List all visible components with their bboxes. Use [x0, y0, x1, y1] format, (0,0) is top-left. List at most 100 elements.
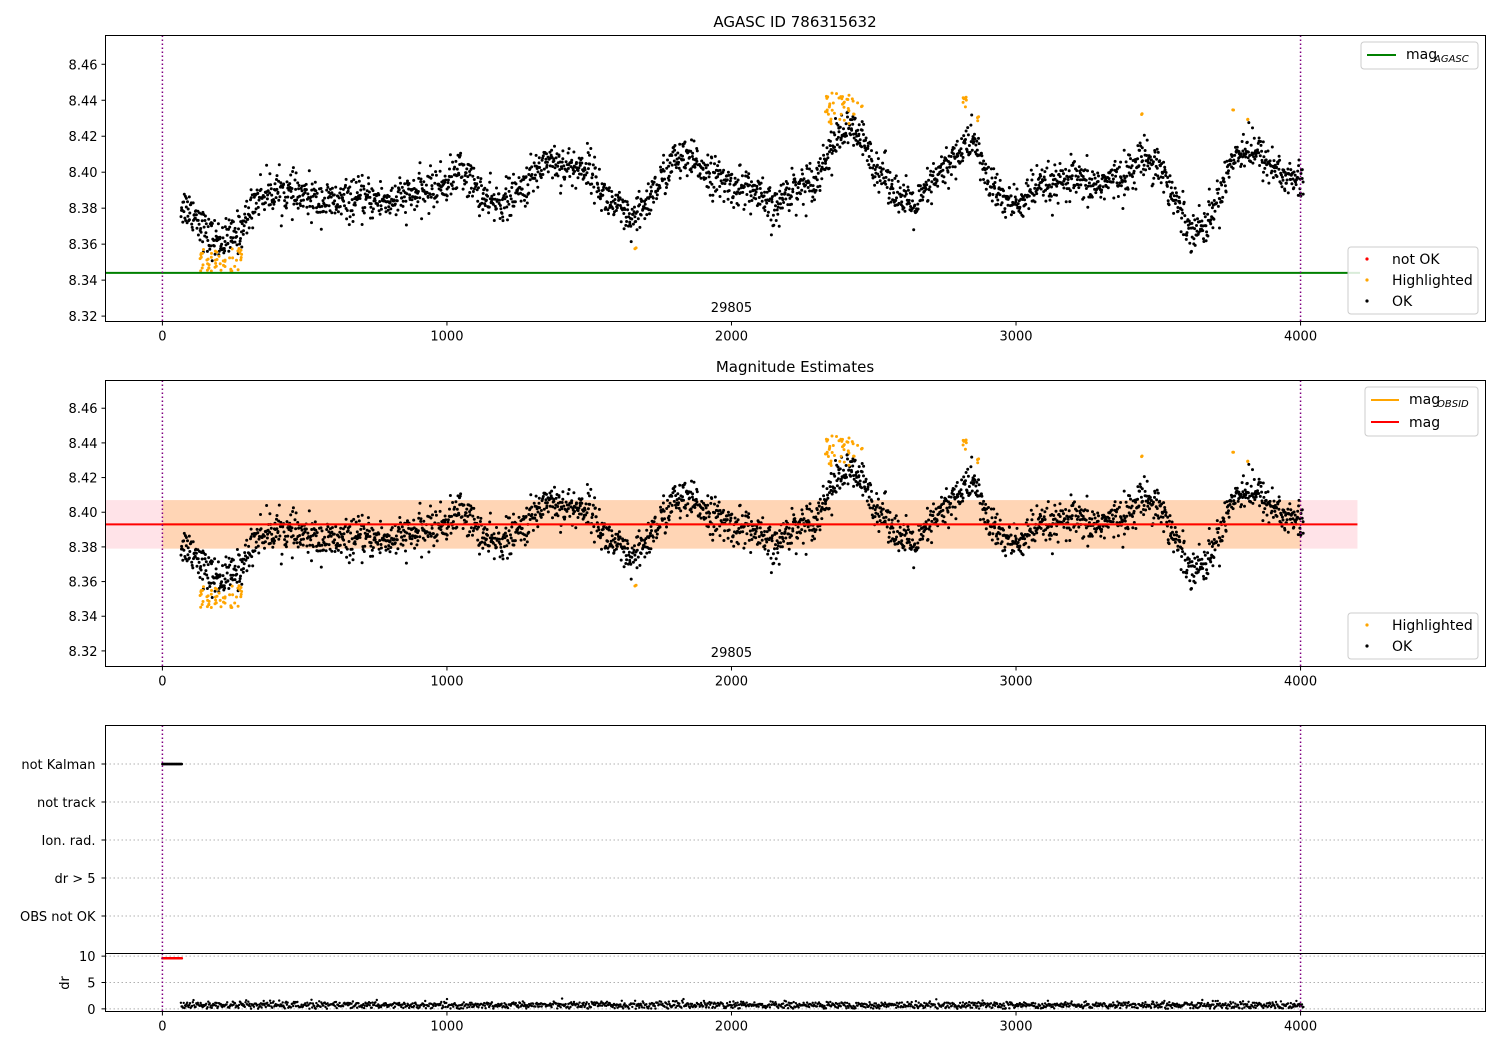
data-point — [439, 160, 443, 164]
data-point — [310, 188, 314, 192]
data-point — [589, 191, 593, 195]
data-point — [645, 551, 649, 555]
data-point — [204, 569, 208, 573]
data-point — [201, 240, 205, 244]
data-point — [960, 478, 964, 482]
data-point — [758, 187, 762, 190]
data-point — [760, 538, 764, 542]
data-point — [505, 534, 509, 538]
data-point — [325, 188, 329, 192]
data-point — [770, 536, 774, 540]
data-point — [596, 525, 600, 529]
data-point — [488, 520, 492, 524]
data-point — [188, 550, 192, 553]
data-point — [667, 174, 671, 178]
data-point — [387, 195, 391, 198]
data-point — [1050, 552, 1054, 556]
data-point — [552, 499, 556, 503]
data-point — [1167, 203, 1171, 207]
data-point — [257, 551, 261, 555]
data-point — [520, 526, 524, 530]
data-point — [814, 528, 818, 532]
data-point — [699, 176, 703, 180]
data-point — [289, 513, 293, 517]
data-point — [257, 537, 261, 541]
data-point — [765, 530, 769, 534]
data-point — [367, 529, 371, 533]
data-point — [875, 504, 879, 507]
data-point — [507, 202, 511, 206]
data-point — [887, 178, 891, 182]
data-point — [728, 179, 732, 183]
data-point — [309, 538, 313, 542]
data-point — [217, 586, 221, 590]
data-point — [386, 208, 390, 212]
data-point — [216, 222, 220, 226]
data-point — [805, 507, 809, 511]
data-point — [1222, 180, 1226, 184]
data-point — [227, 556, 231, 560]
data-point — [615, 206, 619, 210]
data-point — [197, 222, 201, 226]
data-point — [770, 534, 774, 538]
data-point — [996, 537, 1000, 541]
data-point — [1167, 180, 1171, 184]
data-point — [274, 535, 278, 539]
data-point — [794, 552, 798, 556]
data-point — [541, 495, 545, 498]
data-point — [770, 197, 774, 201]
data-point — [832, 111, 836, 115]
data-point — [789, 195, 793, 199]
data-point — [1141, 499, 1145, 503]
data-point — [334, 185, 338, 189]
data-point — [1070, 177, 1074, 181]
data-point — [419, 519, 423, 523]
data-point — [238, 239, 242, 243]
data-point — [1070, 517, 1074, 521]
data-point — [194, 213, 198, 217]
data-point — [1111, 177, 1115, 181]
data-point — [229, 221, 233, 225]
data-point — [330, 530, 334, 534]
data-point — [911, 530, 915, 534]
data-point — [689, 490, 693, 494]
data-point — [290, 556, 294, 560]
data-point — [1227, 175, 1231, 179]
data-point — [995, 172, 999, 176]
data-point — [803, 190, 807, 194]
data-point — [727, 189, 731, 193]
data-point — [199, 230, 203, 234]
data-point — [1153, 150, 1157, 154]
data-point — [1253, 157, 1257, 161]
data-point — [412, 518, 416, 522]
data-point — [927, 518, 931, 522]
data-point — [1113, 159, 1117, 163]
data-point — [861, 493, 865, 497]
data-point — [889, 200, 893, 204]
data-point — [736, 542, 740, 546]
data-point — [365, 189, 369, 193]
data-point — [502, 545, 506, 549]
data-point — [570, 158, 574, 162]
data-point — [181, 220, 185, 224]
data-point — [864, 136, 868, 140]
data-point — [1178, 201, 1182, 205]
data-point — [610, 529, 614, 533]
data-point — [586, 151, 590, 155]
data-point — [968, 491, 972, 495]
data-point — [400, 535, 404, 539]
data-point — [866, 485, 870, 489]
data-point — [913, 203, 917, 207]
data-point — [462, 518, 466, 522]
data-point — [816, 171, 820, 175]
data-point — [542, 507, 546, 511]
data-point — [362, 187, 366, 191]
data-point — [207, 556, 211, 560]
data-point — [378, 539, 382, 542]
data-point — [870, 159, 874, 163]
data-point — [1289, 168, 1293, 172]
data-point — [852, 112, 856, 116]
data-point — [858, 141, 862, 145]
data-point — [358, 197, 362, 200]
data-point — [598, 197, 602, 201]
